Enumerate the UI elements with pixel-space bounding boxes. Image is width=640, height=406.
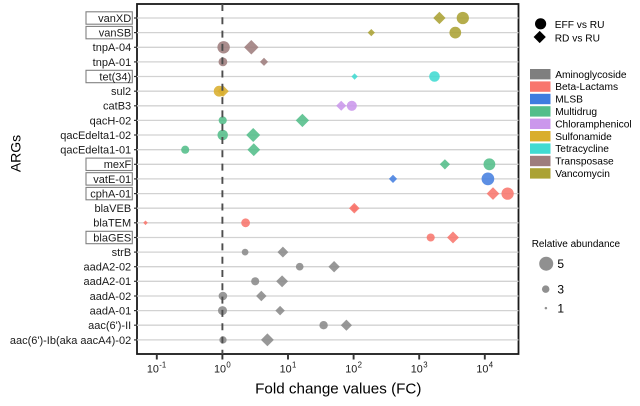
svg-text:aac(6')-Ib(aka aacA4)-02: aac(6')-Ib(aka aacA4)-02: [10, 335, 131, 347]
svg-text:2: 2: [358, 361, 362, 370]
svg-text:EFF vs RU: EFF vs RU: [555, 20, 605, 31]
svg-text:1: 1: [292, 361, 296, 370]
svg-text:Transposase: Transposase: [555, 157, 614, 168]
svg-text:10: 10: [411, 363, 423, 375]
svg-text:tnpA-04: tnpA-04: [93, 42, 132, 54]
svg-text:aadA-01: aadA-01: [90, 306, 132, 318]
svg-text:-1: -1: [159, 361, 166, 370]
svg-text:1: 1: [557, 301, 564, 315]
svg-text:aadA2-01: aadA2-01: [83, 276, 131, 288]
svg-text:vatE-01: vatE-01: [93, 174, 131, 186]
svg-text:cphA-01: cphA-01: [90, 189, 131, 201]
svg-text:catB3: catB3: [103, 101, 131, 113]
svg-text:vanSB: vanSB: [99, 28, 131, 40]
svg-text:3: 3: [423, 361, 427, 370]
svg-text:10: 10: [476, 363, 488, 375]
svg-text:Chloramphenicol: Chloramphenicol: [555, 119, 631, 130]
svg-text:10: 10: [280, 363, 292, 375]
svg-text:MLSB: MLSB: [555, 95, 583, 106]
svg-text:blaVEB: blaVEB: [94, 203, 131, 215]
svg-text:RD vs RU: RD vs RU: [555, 33, 600, 44]
svg-text:10: 10: [147, 363, 159, 375]
svg-text:10: 10: [345, 363, 357, 375]
svg-text:Sulfonamide: Sulfonamide: [555, 132, 612, 143]
svg-text:Tetracycline: Tetracycline: [555, 144, 609, 155]
svg-text:4: 4: [489, 361, 494, 370]
svg-text:5: 5: [557, 257, 564, 271]
svg-text:3: 3: [557, 282, 564, 296]
svg-text:tnpA-01: tnpA-01: [93, 57, 132, 69]
svg-text:blaTEM: blaTEM: [93, 218, 131, 230]
svg-text:strB: strB: [112, 247, 132, 259]
svg-text:vanXD: vanXD: [98, 13, 131, 25]
svg-text:mexF: mexF: [104, 159, 132, 171]
svg-text:Relative abundance: Relative abundance: [532, 239, 621, 250]
svg-text:Aminoglycoside: Aminoglycoside: [555, 70, 627, 81]
svg-text:Vancomycin: Vancomycin: [555, 169, 610, 180]
svg-text:qacEdelta1-02: qacEdelta1-02: [60, 130, 131, 142]
svg-text:ARGs: ARGs: [8, 135, 24, 172]
svg-text:Beta-Lactams: Beta-Lactams: [555, 82, 618, 93]
svg-text:0: 0: [226, 361, 231, 370]
svg-text:qacH-02: qacH-02: [90, 115, 132, 127]
svg-text:sul2: sul2: [111, 86, 131, 98]
svg-text:aac(6')-II: aac(6')-II: [88, 320, 131, 332]
svg-text:Fold change values (FC): Fold change values (FC): [255, 380, 421, 397]
svg-text:aadA2-02: aadA2-02: [83, 262, 131, 274]
svg-text:qacEdelta1-01: qacEdelta1-01: [60, 145, 131, 157]
svg-text:blaGES: blaGES: [93, 232, 131, 244]
svg-text:aadA-02: aadA-02: [90, 291, 132, 303]
svg-text:Multidrug: Multidrug: [555, 107, 597, 118]
svg-text:tet(34): tet(34): [99, 71, 131, 83]
svg-text:10: 10: [214, 363, 226, 375]
